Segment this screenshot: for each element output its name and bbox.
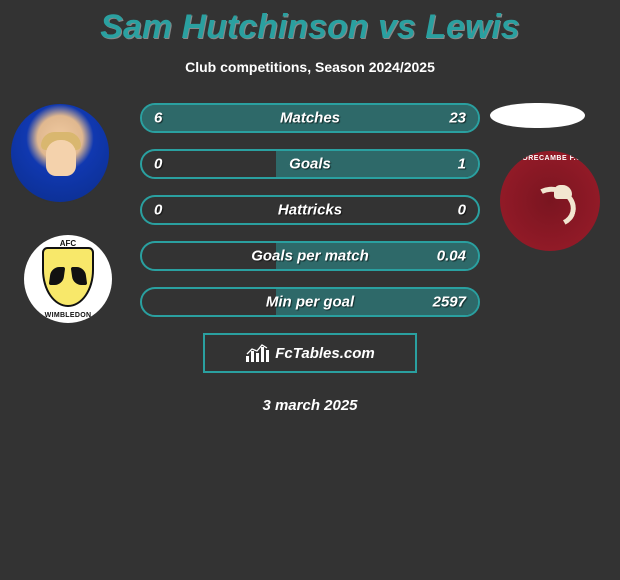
subtitle: Club competitions, Season 2024/2025 (0, 59, 620, 75)
stat-left-value: 0 (154, 202, 162, 219)
stat-bar: 0 0 Hattricks (140, 195, 480, 225)
date-text: 3 march 2025 (0, 397, 620, 414)
player-left-photo (10, 103, 110, 203)
club-badge-left: AFC WIMBLEDON (24, 235, 112, 323)
stat-right-value: 23 (449, 110, 466, 127)
fctables-label: FcTables.com (275, 345, 374, 362)
shrimp-icon (522, 185, 578, 225)
stat-label: Goals per match (251, 248, 369, 265)
badge-left-bottom-text: WIMBLEDON (24, 312, 112, 319)
stat-label: Goals (289, 156, 331, 173)
stat-label: Min per goal (266, 294, 354, 311)
stat-right-value: 1 (458, 156, 466, 173)
chart-bars-icon (245, 344, 269, 362)
club-badge-right: MORECAMBE F.C. (500, 151, 600, 251)
badge-left-top-text: AFC (24, 239, 112, 248)
stat-bar: 2597 Min per goal (140, 287, 480, 317)
stat-bar: 0.04 Goals per match (140, 241, 480, 271)
stat-right-value: 0 (458, 202, 466, 219)
stat-fill-right (209, 105, 478, 131)
badge-right-ring: MORECAMBE F.C. (500, 151, 600, 251)
stat-bar: 0 1 Goals (140, 149, 480, 179)
stat-right-value: 2597 (433, 294, 466, 311)
stat-label: Matches (280, 110, 340, 127)
stat-bar: 6 23 Matches (140, 103, 480, 133)
comparison-panel: AFC WIMBLEDON MORECAMBE F.C. 6 23 Matches 0… (0, 103, 620, 414)
player-right-oval (490, 103, 585, 128)
page-title: Sam Hutchinson vs Lewis (0, 0, 620, 47)
stat-left-value: 0 (154, 156, 162, 173)
fctables-banner: FcTables.com (203, 333, 417, 373)
badge-right-arc-text: MORECAMBE F.C. (504, 155, 596, 173)
stat-left-value: 6 (154, 110, 162, 127)
eagle-icon (50, 261, 86, 289)
stat-right-value: 0.04 (437, 248, 466, 265)
stat-label: Hattricks (278, 202, 342, 219)
stat-fill-left (142, 105, 209, 131)
stat-bars: 6 23 Matches 0 1 Goals 0 0 Hattricks 0.04 Goals pe… (140, 103, 480, 317)
